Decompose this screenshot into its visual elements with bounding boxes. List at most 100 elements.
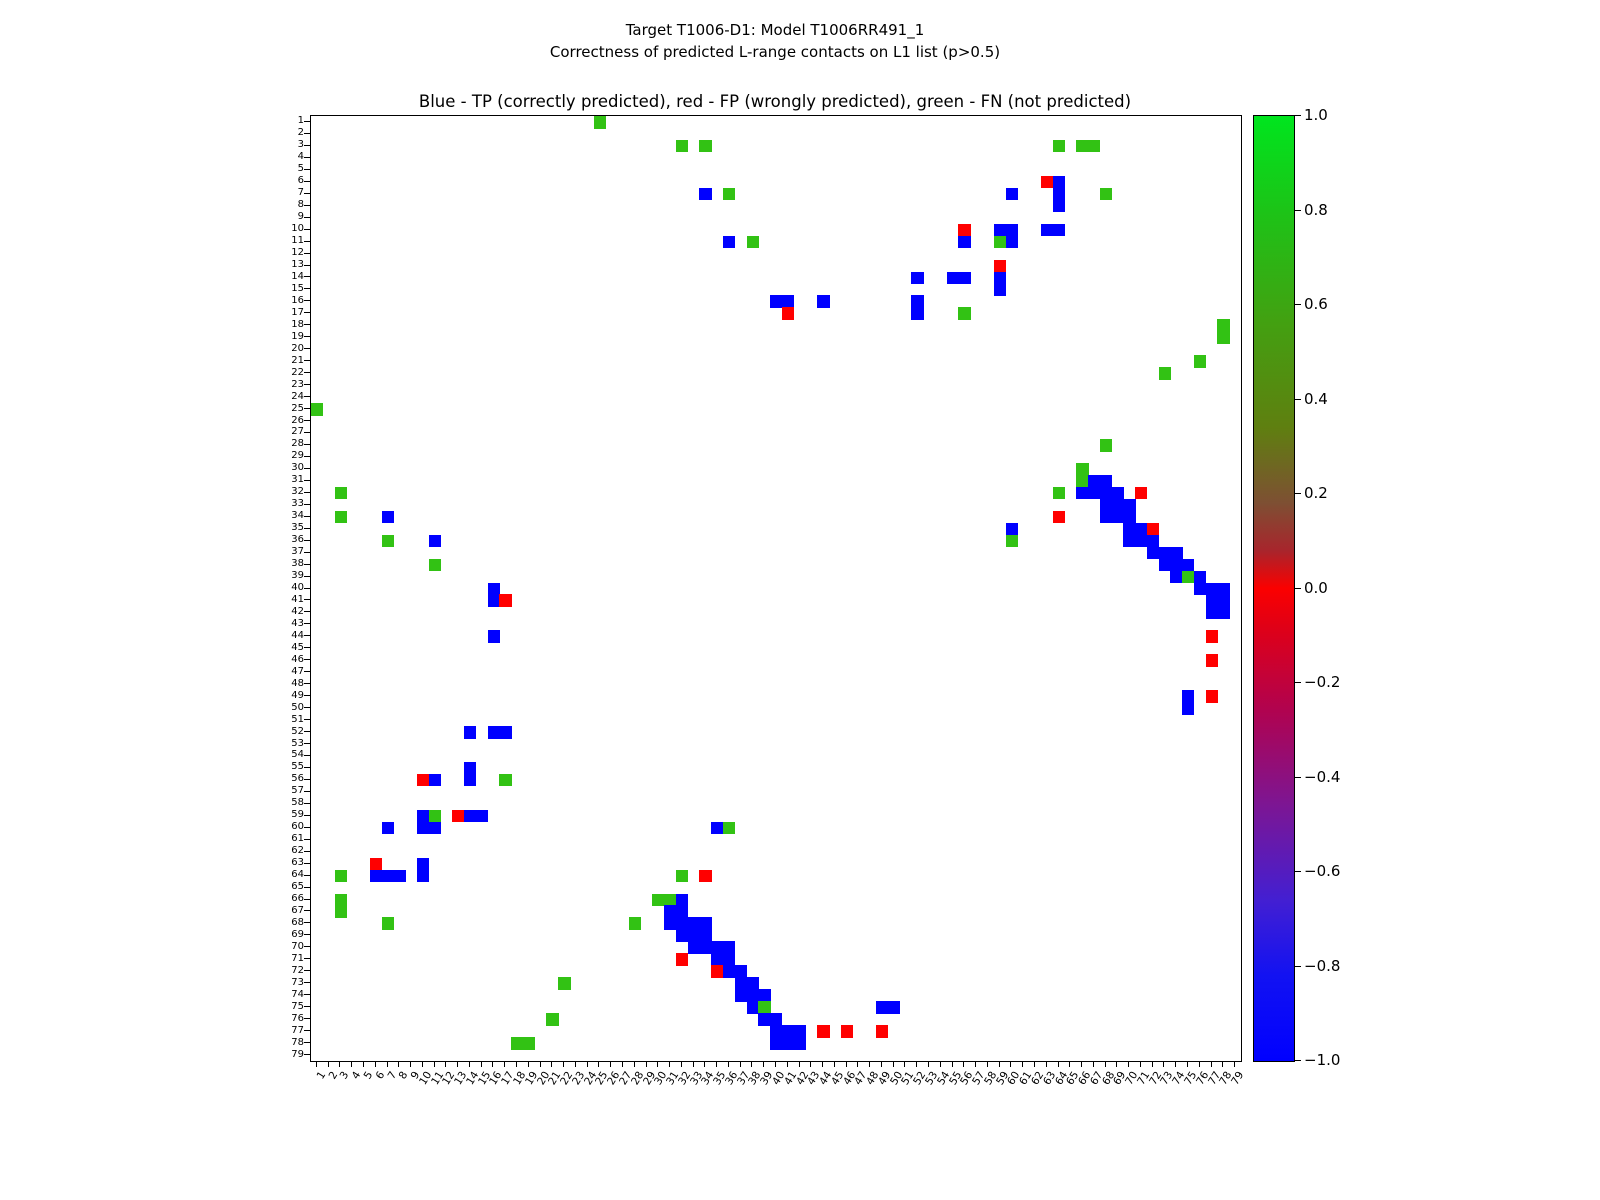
heatmap-cell — [781, 307, 795, 320]
y-tick-mark — [304, 790, 310, 792]
heatmap-cell — [1123, 522, 1136, 536]
heatmap-cell — [793, 1025, 807, 1038]
heatmap-cell — [993, 223, 1007, 237]
y-tick-label: 53 — [291, 737, 304, 749]
x-tick-mark — [480, 1061, 482, 1067]
y-tick-mark — [304, 575, 310, 577]
colorbar-tick-label: 0.6 — [1304, 295, 1328, 313]
y-tick-mark — [304, 970, 310, 972]
heatmap-cell — [487, 582, 500, 596]
y-tick-label: 13 — [291, 259, 304, 271]
heatmap-cell — [1193, 355, 1207, 368]
y-tick-label: 2 — [297, 127, 304, 139]
heatmap-cell — [428, 821, 442, 835]
y-tick-label: 10 — [291, 223, 304, 235]
heatmap-cell — [1005, 534, 1018, 548]
heatmap-cell — [1005, 223, 1018, 237]
heatmap-cell — [1135, 522, 1148, 536]
heatmap-cell — [699, 929, 712, 942]
x-tick-mark — [1045, 1061, 1047, 1067]
x-tick-mark — [1151, 1061, 1153, 1067]
y-tick-mark — [304, 264, 310, 266]
heatmap-cell — [381, 869, 394, 883]
heatmap-cell — [711, 941, 724, 954]
y-tick-label: 65 — [291, 881, 304, 893]
y-tick-mark — [304, 778, 310, 780]
y-tick-mark — [304, 719, 310, 721]
y-tick-label: 9 — [297, 211, 304, 223]
y-tick-label: 14 — [291, 270, 304, 282]
x-tick-mark — [928, 1061, 930, 1067]
y-tick-label: 64 — [291, 869, 304, 881]
y-tick-mark — [304, 862, 310, 864]
x-tick-mark — [869, 1061, 871, 1067]
heatmap-cell — [1205, 606, 1219, 619]
heatmap-cell — [675, 139, 689, 153]
heatmap-cell — [734, 977, 748, 990]
colorbar-tick-label: −0.4 — [1304, 767, 1341, 786]
figure-title: Target T1006-D1: Model T1006RR491_1 — [625, 21, 925, 39]
heatmap-cell — [1182, 702, 1195, 715]
x-tick-mark — [1010, 1061, 1012, 1067]
y-tick-mark — [304, 479, 310, 481]
x-tick-mark — [892, 1061, 894, 1067]
y-tick-label: 79 — [291, 1048, 304, 1060]
heatmap-cell — [487, 630, 500, 643]
heatmap-cell — [381, 534, 394, 548]
y-tick-label: 4 — [297, 151, 304, 163]
y-tick-label: 17 — [291, 306, 304, 318]
x-tick-mark — [516, 1061, 517, 1067]
y-tick-mark — [304, 994, 310, 996]
heatmap-cell — [946, 271, 960, 285]
y-tick-label: 73 — [291, 976, 304, 988]
y-tick-label: 35 — [291, 522, 304, 534]
heatmap-cell — [1170, 558, 1183, 572]
heatmap-cell — [958, 271, 971, 285]
heatmap-cell — [416, 869, 430, 883]
y-tick-mark — [304, 1018, 310, 1020]
heatmap-cell — [664, 893, 677, 907]
x-tick-mark — [504, 1061, 506, 1067]
heatmap-cell — [1205, 594, 1219, 608]
heatmap-cell — [499, 594, 512, 608]
heatmap-cell — [1135, 486, 1148, 500]
y-tick-mark — [304, 599, 310, 601]
heatmap-cell — [1052, 139, 1065, 153]
heatmap-cell — [1076, 462, 1089, 476]
heatmap-cell — [675, 893, 689, 907]
heatmap-cell — [746, 989, 759, 1002]
heatmap-cell — [499, 726, 512, 739]
y-tick-label: 28 — [291, 438, 304, 450]
figure-subtitle: Correctness of predicted L-range contact… — [549, 43, 1001, 61]
heatmap-cell — [734, 989, 748, 1002]
heatmap-cell — [699, 941, 712, 954]
x-tick-mark — [1022, 1061, 1024, 1067]
heatmap-cell — [781, 295, 795, 308]
x-tick-mark — [951, 1061, 953, 1067]
x-tick-mark — [986, 1061, 988, 1067]
heatmap-cell — [1052, 175, 1065, 189]
heatmap-cell — [393, 869, 406, 883]
heatmap-cell — [1076, 474, 1089, 488]
x-tick-mark — [362, 1061, 364, 1067]
y-tick-mark — [304, 1006, 310, 1008]
heatmap-cell — [758, 1013, 771, 1026]
y-tick-mark — [304, 826, 310, 828]
heatmap-cell — [1111, 510, 1124, 524]
y-tick-mark — [304, 420, 310, 422]
heatmap-cell — [1182, 558, 1195, 572]
y-tick-mark — [304, 587, 310, 589]
y-tick-mark — [304, 120, 310, 122]
heatmap-cell — [817, 1025, 830, 1038]
heatmap-cell — [664, 917, 677, 930]
x-tick-mark — [1116, 1061, 1118, 1067]
heatmap-cell — [652, 893, 665, 907]
heatmap-cell — [464, 809, 477, 823]
heatmap-cell — [699, 187, 712, 201]
y-tick-label: 49 — [291, 689, 304, 701]
heatmap-cell — [1040, 175, 1054, 189]
heatmap-cell — [416, 857, 430, 871]
y-tick-label: 51 — [291, 713, 304, 725]
y-tick-label: 39 — [291, 570, 304, 582]
x-tick-mark — [880, 1061, 882, 1067]
